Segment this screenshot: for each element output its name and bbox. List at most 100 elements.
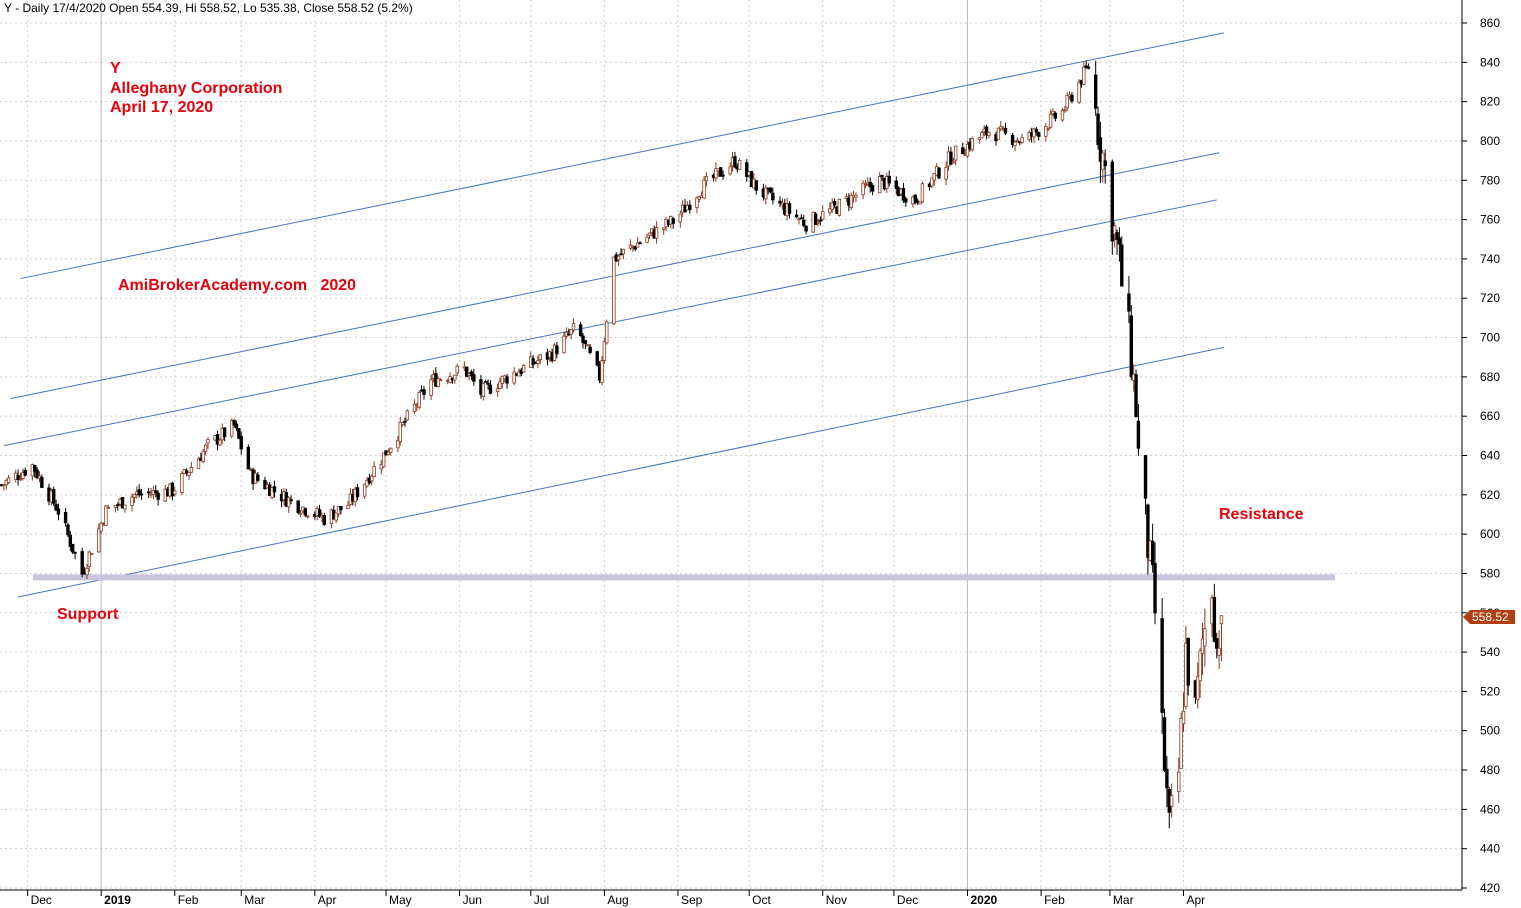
candle [586,344,590,347]
last-price-tag: 558.52 [1463,610,1515,624]
candle [472,368,476,386]
candle [521,364,526,373]
candle [804,225,808,235]
candle [583,340,588,349]
candle [481,383,486,401]
candle [237,427,241,440]
candle [137,484,141,498]
y-tick-label: 600 [1480,527,1500,541]
candle [417,390,421,410]
candle [246,444,251,470]
candle [453,374,457,384]
y-tick-label: 480 [1480,763,1500,777]
candle [961,142,965,155]
y-tick-label: 720 [1480,291,1500,305]
candle [787,201,792,219]
candle [71,543,75,555]
candle [97,523,101,553]
candle [398,416,402,446]
candle [1053,111,1058,122]
candle [455,363,459,377]
candle [139,489,144,500]
candle [569,328,573,340]
x-tick-label: Feb [178,893,199,907]
candle [56,503,61,521]
candle [305,515,310,519]
x-tick-label: Feb [1044,893,1065,907]
candle [1063,106,1067,113]
candle [396,436,400,453]
candle [718,167,723,177]
y-tick-label: 800 [1480,134,1500,148]
candle [1093,60,1098,116]
x-tick-label: Oct [752,893,771,907]
candle [389,447,393,456]
candle [87,550,92,572]
candle [571,318,576,333]
candle [436,376,440,388]
candle [949,146,953,166]
candle [802,214,806,228]
candle [298,509,303,518]
candle [386,448,391,456]
candle [647,232,652,240]
candle [1181,692,1186,733]
candle [289,495,293,505]
candle [764,184,768,205]
candle [937,167,941,180]
candle [828,202,832,216]
candle [1165,755,1169,808]
candle [1065,92,1069,112]
candle [1129,305,1133,380]
candle [999,120,1003,132]
candle [920,181,925,204]
candle [595,350,599,367]
candle [944,161,948,186]
candle [80,547,84,578]
candle [1153,542,1157,625]
candle [863,179,868,189]
candle [612,256,616,326]
candle [1003,122,1008,136]
candle [531,355,535,369]
candle [104,504,108,526]
candle [877,171,882,194]
candle [68,531,73,552]
candle [588,344,592,355]
candle [99,521,103,535]
y-tick-label: 440 [1480,842,1500,856]
y-tick-label: 640 [1480,449,1500,463]
candle [465,366,469,378]
x-tick-label: Mar [1113,893,1134,907]
candle [230,418,234,439]
channel-line [3,199,1217,447]
x-tick-label: Nov [826,893,847,907]
candle [203,443,208,456]
candle [1034,127,1039,136]
candle [189,461,194,473]
candle [1115,229,1119,255]
symbol-label: Y [110,60,121,77]
candle [1096,106,1100,150]
candle [605,319,609,345]
candle [355,484,360,501]
candle [286,496,291,513]
y-tick-label: 860 [1480,16,1500,30]
candle [1219,615,1224,662]
candle [932,173,936,186]
x-tick-label: 2020 [971,893,998,907]
candle [754,180,758,195]
candle [868,177,872,193]
candle [1046,127,1050,131]
candle [913,193,917,205]
x-tick-label: Dec [31,893,52,907]
candle [771,187,775,205]
candle [745,159,749,182]
y-tick-label: 700 [1480,331,1500,345]
candle [201,448,205,464]
candle [1037,131,1041,141]
x-tick-label: Apr [1187,893,1206,907]
candle [272,480,277,498]
candle [987,131,991,139]
candle [303,507,308,518]
